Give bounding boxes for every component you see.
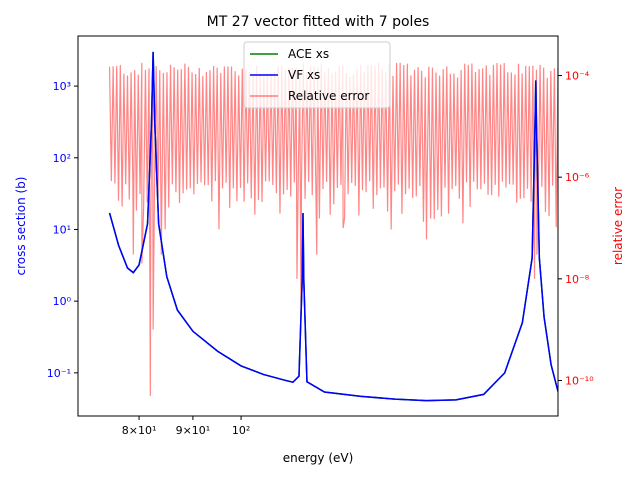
y-axis-right: 10⁻¹⁰ 10⁻⁸ 10⁻⁶ 10⁻⁴ bbox=[558, 70, 594, 387]
y-tick-label: 10⁰ bbox=[53, 295, 72, 308]
legend-label-error: Relative error bbox=[288, 89, 369, 103]
y2-tick-label: 10⁻⁴ bbox=[565, 70, 590, 83]
y-tick-label: 10³ bbox=[53, 80, 71, 93]
plot-area bbox=[108, 51, 558, 402]
y-axis-left: 10⁻¹ 10⁰ 10¹ 10² 10³ bbox=[47, 80, 78, 380]
y2-tick-label: 10⁻⁶ bbox=[565, 171, 590, 184]
y-tick-label: 10² bbox=[53, 152, 71, 165]
chart-title: MT 27 vector fitted with 7 poles bbox=[207, 14, 430, 30]
y-tick-label: 10¹ bbox=[53, 223, 71, 236]
series-vf-xs bbox=[108, 51, 558, 402]
series-relative-error bbox=[108, 62, 558, 396]
legend: ACE xs VF xs Relative error bbox=[243, 41, 391, 109]
plot-frame bbox=[77, 35, 559, 417]
x-axis-label: energy (eV) bbox=[283, 451, 354, 465]
x-tick-label: 10² bbox=[232, 424, 250, 437]
legend-box bbox=[243, 41, 391, 109]
x-tick-label: 9×10¹ bbox=[176, 424, 211, 437]
y-tick-label: 10⁻¹ bbox=[47, 367, 71, 380]
legend-label-ace: ACE xs bbox=[288, 47, 329, 61]
y2-tick-label: 10⁻¹⁰ bbox=[565, 374, 594, 387]
x-tick-label: 8×10¹ bbox=[122, 424, 157, 437]
x-axis: 8×10¹ 9×10¹ 10² bbox=[122, 416, 250, 437]
y-axis-label: cross section (b) bbox=[14, 177, 28, 276]
y2-axis-label: relative error bbox=[611, 187, 625, 265]
y2-tick-label: 10⁻⁸ bbox=[565, 273, 590, 286]
legend-label-vf: VF xs bbox=[288, 68, 320, 82]
